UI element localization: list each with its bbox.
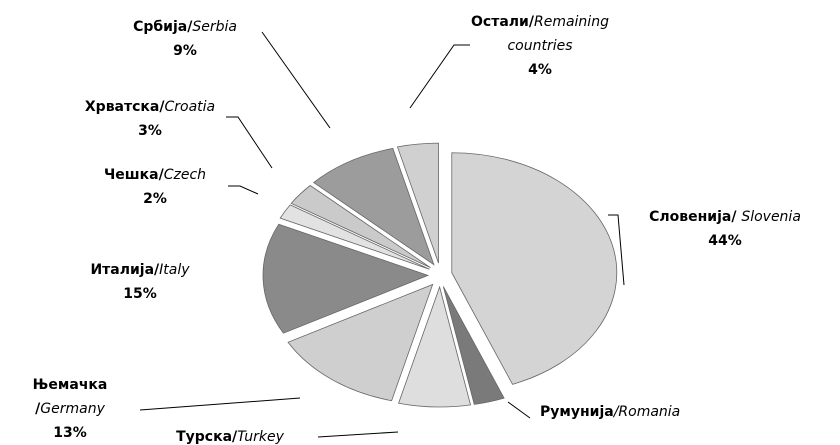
category-label: Slovenia: [741, 209, 801, 225]
leader-line: [226, 116, 273, 169]
value-label: 15%: [123, 286, 157, 302]
pie-slice: [290, 185, 431, 269]
pie-slice: [442, 286, 505, 405]
slice-label: Румунија/Romania: [540, 400, 680, 424]
slice-label: Њемачка /Germany 13%: [0, 373, 140, 445]
category-label: Словенија/: [649, 209, 742, 225]
category-label: Остали/: [471, 14, 534, 30]
leader-line: [608, 214, 625, 286]
leader-line: [261, 31, 331, 129]
pie-slice: [279, 204, 430, 270]
leader-line: [228, 185, 259, 195]
category-label: Турска/: [176, 429, 238, 445]
slice-label: Италија/Italy 15%: [60, 258, 220, 306]
slice-label: Србија/Serbia 9%: [110, 15, 260, 63]
category-label: Румунија: [540, 404, 614, 420]
leader-line: [507, 401, 531, 419]
slice-label: Остали/Remaining countries 4%: [455, 10, 625, 82]
slice-label: Турска/Turkey: [140, 425, 320, 445]
pie-slice: [287, 283, 434, 402]
category-label: Хрватска/: [84, 99, 165, 115]
leader-lines: [139, 31, 625, 438]
category-label: Germany: [40, 401, 105, 417]
category-label: Czech: [163, 167, 207, 183]
pie-slice: [396, 142, 439, 264]
slice-label: Чешка/Czech 2%: [80, 163, 230, 211]
category-label: Чешка/: [103, 167, 164, 183]
category-label: Њемачка /: [32, 377, 108, 417]
category-label: Croatia: [164, 99, 216, 115]
value-label: 3%: [138, 123, 162, 139]
category-label: Италија/: [90, 262, 160, 278]
pie-slice: [312, 147, 435, 266]
value-label: 9%: [173, 43, 197, 59]
category-label: Serbia: [192, 19, 237, 35]
value-label: 2%: [143, 191, 167, 207]
category-label: Remaining countries: [507, 14, 609, 54]
category-label: Turkey: [237, 429, 284, 445]
value-label: 13%: [53, 425, 87, 441]
slice-label: Словенија/ Slovenia 44%: [605, 205, 840, 253]
leader-line: [139, 397, 301, 411]
pie-slice: [398, 285, 472, 408]
category-label: Србија/: [133, 19, 193, 35]
value-label: 44%: [708, 233, 742, 249]
leader-line: [317, 431, 399, 438]
pie-slice: [262, 223, 430, 334]
leader-line: [409, 44, 470, 109]
value-label: 4%: [528, 62, 552, 78]
slice-label: Хрватска/Croatia 3%: [70, 95, 230, 143]
category-label: Italy: [159, 262, 190, 278]
pie-slice: [451, 152, 618, 385]
category-label: /Romania: [613, 404, 681, 420]
